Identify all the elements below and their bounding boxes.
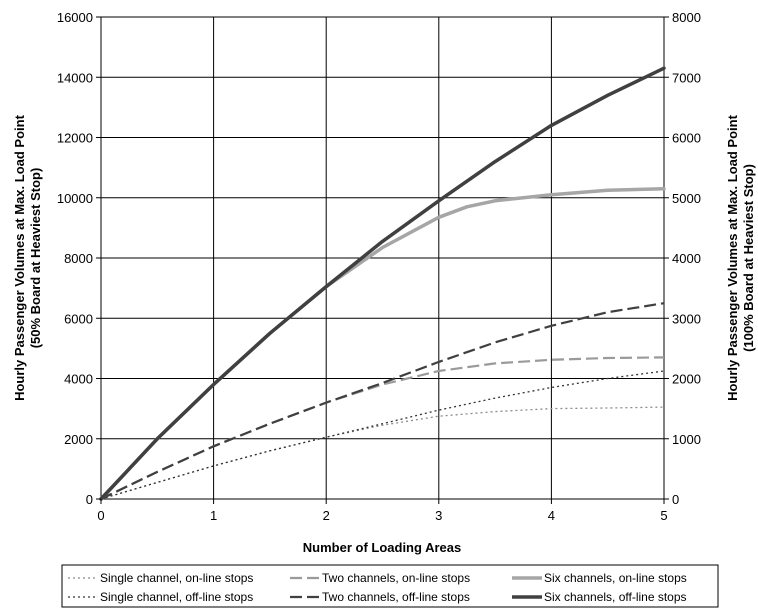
legend-label: Six channels, on-line stops <box>544 571 687 585</box>
y-right-tick-label: 4000 <box>672 251 701 266</box>
legend-label: Two channels, on-line stops <box>322 571 470 585</box>
x-tick-label: 3 <box>435 508 442 523</box>
y-right-tick-label: 7000 <box>672 70 701 85</box>
y-right-tick-label: 0 <box>672 492 679 507</box>
y-left-tick-label: 8000 <box>64 251 93 266</box>
x-tick-label: 2 <box>323 508 330 523</box>
x-tick-label: 5 <box>660 508 667 523</box>
legend-label: Single channel, on-line stops <box>100 571 253 585</box>
y-left-tick-label: 14000 <box>57 70 93 85</box>
x-axis-title: Number of Loading Areas <box>303 540 461 555</box>
y-left-tick-label: 4000 <box>64 372 93 387</box>
y-left-tick-label: 12000 <box>57 131 93 146</box>
legend: Single channel, on-line stops Two channel… <box>61 564 719 608</box>
y-right-tick-label: 6000 <box>672 131 701 146</box>
x-tick-label: 1 <box>210 508 217 523</box>
series-line <box>99 66 666 501</box>
legend-label: Two channels, off-line stops <box>322 590 470 604</box>
legend-box <box>61 564 719 608</box>
series-line <box>100 302 665 500</box>
y-axis-left-title-line1: Hourly Passenger Volumes at Max. Load Po… <box>12 114 27 400</box>
y-left-tick-label: 10000 <box>57 191 93 206</box>
y-right-tick-label: 5000 <box>672 191 701 206</box>
y-right-tick-label: 8000 <box>672 10 701 25</box>
y-left-tick-label: 2000 <box>64 432 93 447</box>
y-left-tick-label: 6000 <box>64 311 93 326</box>
series-line <box>100 370 665 500</box>
legend-label: Single channel, off-line stops <box>100 590 253 604</box>
x-tick-label: 4 <box>548 508 555 523</box>
y-axis-left-title-line2: (50% Board at Heaviest Stop) <box>28 168 43 349</box>
y-right-tick-label: 2000 <box>672 372 701 387</box>
series-lines <box>99 66 666 501</box>
y-axis-right-title-line1: Hourly Passenger Volumes at Max. Load Po… <box>725 114 740 400</box>
y-right-tick-label: 1000 <box>672 432 701 447</box>
y-left-tick-label: 16000 <box>57 10 93 25</box>
legend-label: Six channels, off-line stops <box>544 590 687 604</box>
series-line <box>100 406 665 500</box>
y-right-tick-label: 3000 <box>672 311 701 326</box>
x-tick-label: 0 <box>97 508 104 523</box>
y-left-tick-label: 0 <box>86 492 93 507</box>
ticks: 0200040006000800010000120001400016000010… <box>57 10 701 523</box>
y-axis-right-title-line2: (100% Board at Heaviest Stop) <box>741 164 756 352</box>
